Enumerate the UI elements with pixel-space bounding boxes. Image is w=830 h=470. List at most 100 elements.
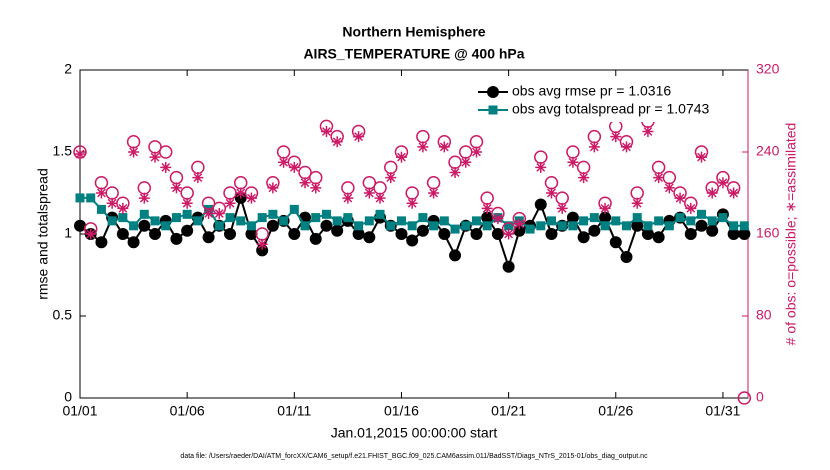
rmse-point: [706, 224, 719, 237]
rmse-point: [149, 228, 162, 240]
rmse-point: [406, 234, 419, 247]
assimilated-point: [213, 208, 225, 219]
assimilated-point: [449, 167, 461, 178]
spread-point: [150, 216, 160, 226]
assimilated-point: [331, 136, 343, 148]
rmse-point: [202, 231, 215, 244]
rmse-point: [738, 228, 751, 240]
rmse-point: [352, 228, 365, 240]
rmse-point: [684, 228, 697, 240]
spread-point: [579, 216, 589, 226]
assimilated-point: [728, 187, 740, 199]
spread-point: [589, 213, 599, 223]
x-tick-label: 01/31: [705, 403, 740, 419]
assimilated-point: [85, 228, 97, 240]
assimilated-point: [642, 126, 654, 137]
rmse-point: [320, 219, 333, 232]
rmse-point: [695, 219, 708, 232]
spread-point: [396, 216, 406, 226]
assimilated-point: [685, 202, 697, 214]
spread-point: [343, 213, 353, 223]
spread-point: [675, 213, 685, 223]
spread-point: [546, 216, 556, 226]
spread-point: [129, 221, 139, 231]
assimilated-point: [245, 192, 257, 204]
spread-point: [386, 221, 396, 231]
rmse-point: [566, 211, 579, 224]
assimilated-point: [160, 161, 172, 173]
legend-marker: [487, 86, 499, 98]
spread-point: [139, 209, 149, 219]
spread-point: [664, 221, 674, 231]
assimilated-point: [470, 146, 482, 158]
spread-point: [96, 204, 106, 214]
assimilated-point: [74, 148, 86, 160]
rmse-point: [481, 211, 494, 224]
spread-point: [729, 221, 739, 231]
spread-point: [686, 216, 696, 226]
spread-point: [225, 213, 235, 223]
assimilated-point: [385, 172, 397, 184]
spread-point: [364, 216, 374, 226]
rmse-point: [449, 249, 462, 262]
assimilated-point: [224, 197, 236, 209]
y-axis-label: rmse and totalspread: [35, 168, 51, 300]
assimilated-point: [535, 161, 547, 173]
spread-point: [182, 209, 192, 219]
legend-label: obs avg totalspread pr = 1.0743: [512, 101, 710, 117]
rmse-point: [545, 228, 558, 240]
assimilated-point: [695, 151, 707, 163]
rmse-point: [170, 232, 183, 245]
y2-tick-label: 240: [756, 143, 780, 159]
x-axis-label: Jan.01,2015 00:00:00 start: [331, 425, 498, 441]
spread-point: [654, 216, 664, 226]
assimilated-point: [374, 192, 386, 204]
assimilated-point: [310, 182, 322, 194]
rmse-point: [138, 219, 151, 232]
y2-tick-label: 160: [756, 225, 780, 241]
assimilated-point: [256, 238, 268, 250]
rmse-point: [577, 231, 590, 244]
assimilated-point: [620, 141, 632, 153]
spread-point: [193, 216, 203, 226]
assimilated-point: [674, 192, 686, 204]
spread-point: [707, 216, 717, 226]
x-tick-label: 01/06: [170, 403, 205, 419]
rmse-point: [363, 231, 376, 244]
assimilated-point: [513, 218, 525, 230]
assimilated-point: [170, 182, 182, 194]
spread-point: [75, 193, 85, 203]
assimilated-point: [631, 197, 643, 209]
spread-point: [471, 216, 481, 226]
spread-point: [407, 221, 417, 231]
rmse-point: [331, 224, 344, 237]
assimilated-point: [599, 202, 611, 214]
spread-point: [107, 216, 117, 226]
x-tick-label: 01/01: [62, 403, 97, 419]
spread-point: [332, 216, 342, 226]
rmse-point: [181, 224, 194, 237]
assimilated-point: [492, 213, 504, 225]
spread-point: [450, 224, 460, 234]
rmse-point: [491, 228, 504, 240]
rmse-point: [620, 250, 633, 263]
chart-title: Northern Hemisphere: [342, 24, 485, 40]
spread-point: [461, 221, 471, 231]
rmse-point: [224, 228, 237, 240]
assimilated-point: [235, 187, 247, 199]
rmse-point: [599, 211, 612, 224]
assimilated-point: [106, 197, 118, 209]
spread-point: [611, 216, 621, 226]
assimilated-point: [395, 151, 407, 163]
spread-point: [375, 209, 385, 219]
spread-point: [600, 221, 610, 231]
assimilated-point: [363, 187, 375, 199]
x-tick-label: 01/16: [384, 403, 419, 419]
rmse-point: [641, 228, 654, 240]
assimilated-point: [278, 156, 290, 168]
x-tick-label: 01/21: [491, 403, 526, 419]
spread-point: [696, 209, 706, 219]
rmse-point: [438, 228, 451, 240]
assimilated-point: [460, 156, 472, 168]
